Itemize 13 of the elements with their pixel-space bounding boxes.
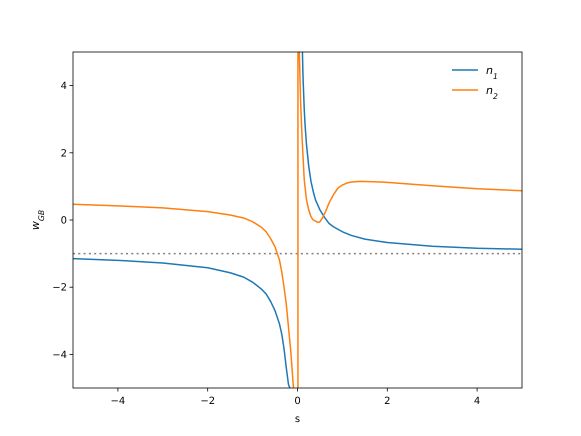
y-tick-label: −4: [52, 350, 67, 361]
legend-label: n$_{1}$: [486, 64, 498, 80]
y-tick-label: 2: [60, 148, 67, 160]
x-tick-label: −4: [110, 396, 126, 407]
legend-label: n$_{2}$: [486, 84, 498, 100]
y-tick-label: −2: [52, 282, 67, 294]
y-tick-label: 4: [60, 81, 67, 92]
x-tick-label: 2: [384, 396, 390, 407]
x-tick-label: −2: [200, 396, 216, 407]
x-tick-label: 4: [474, 396, 480, 407]
x-tick-label: 0: [294, 396, 301, 407]
x-axis-title: s: [294, 414, 300, 425]
y-tick-label: 0: [60, 216, 67, 226]
